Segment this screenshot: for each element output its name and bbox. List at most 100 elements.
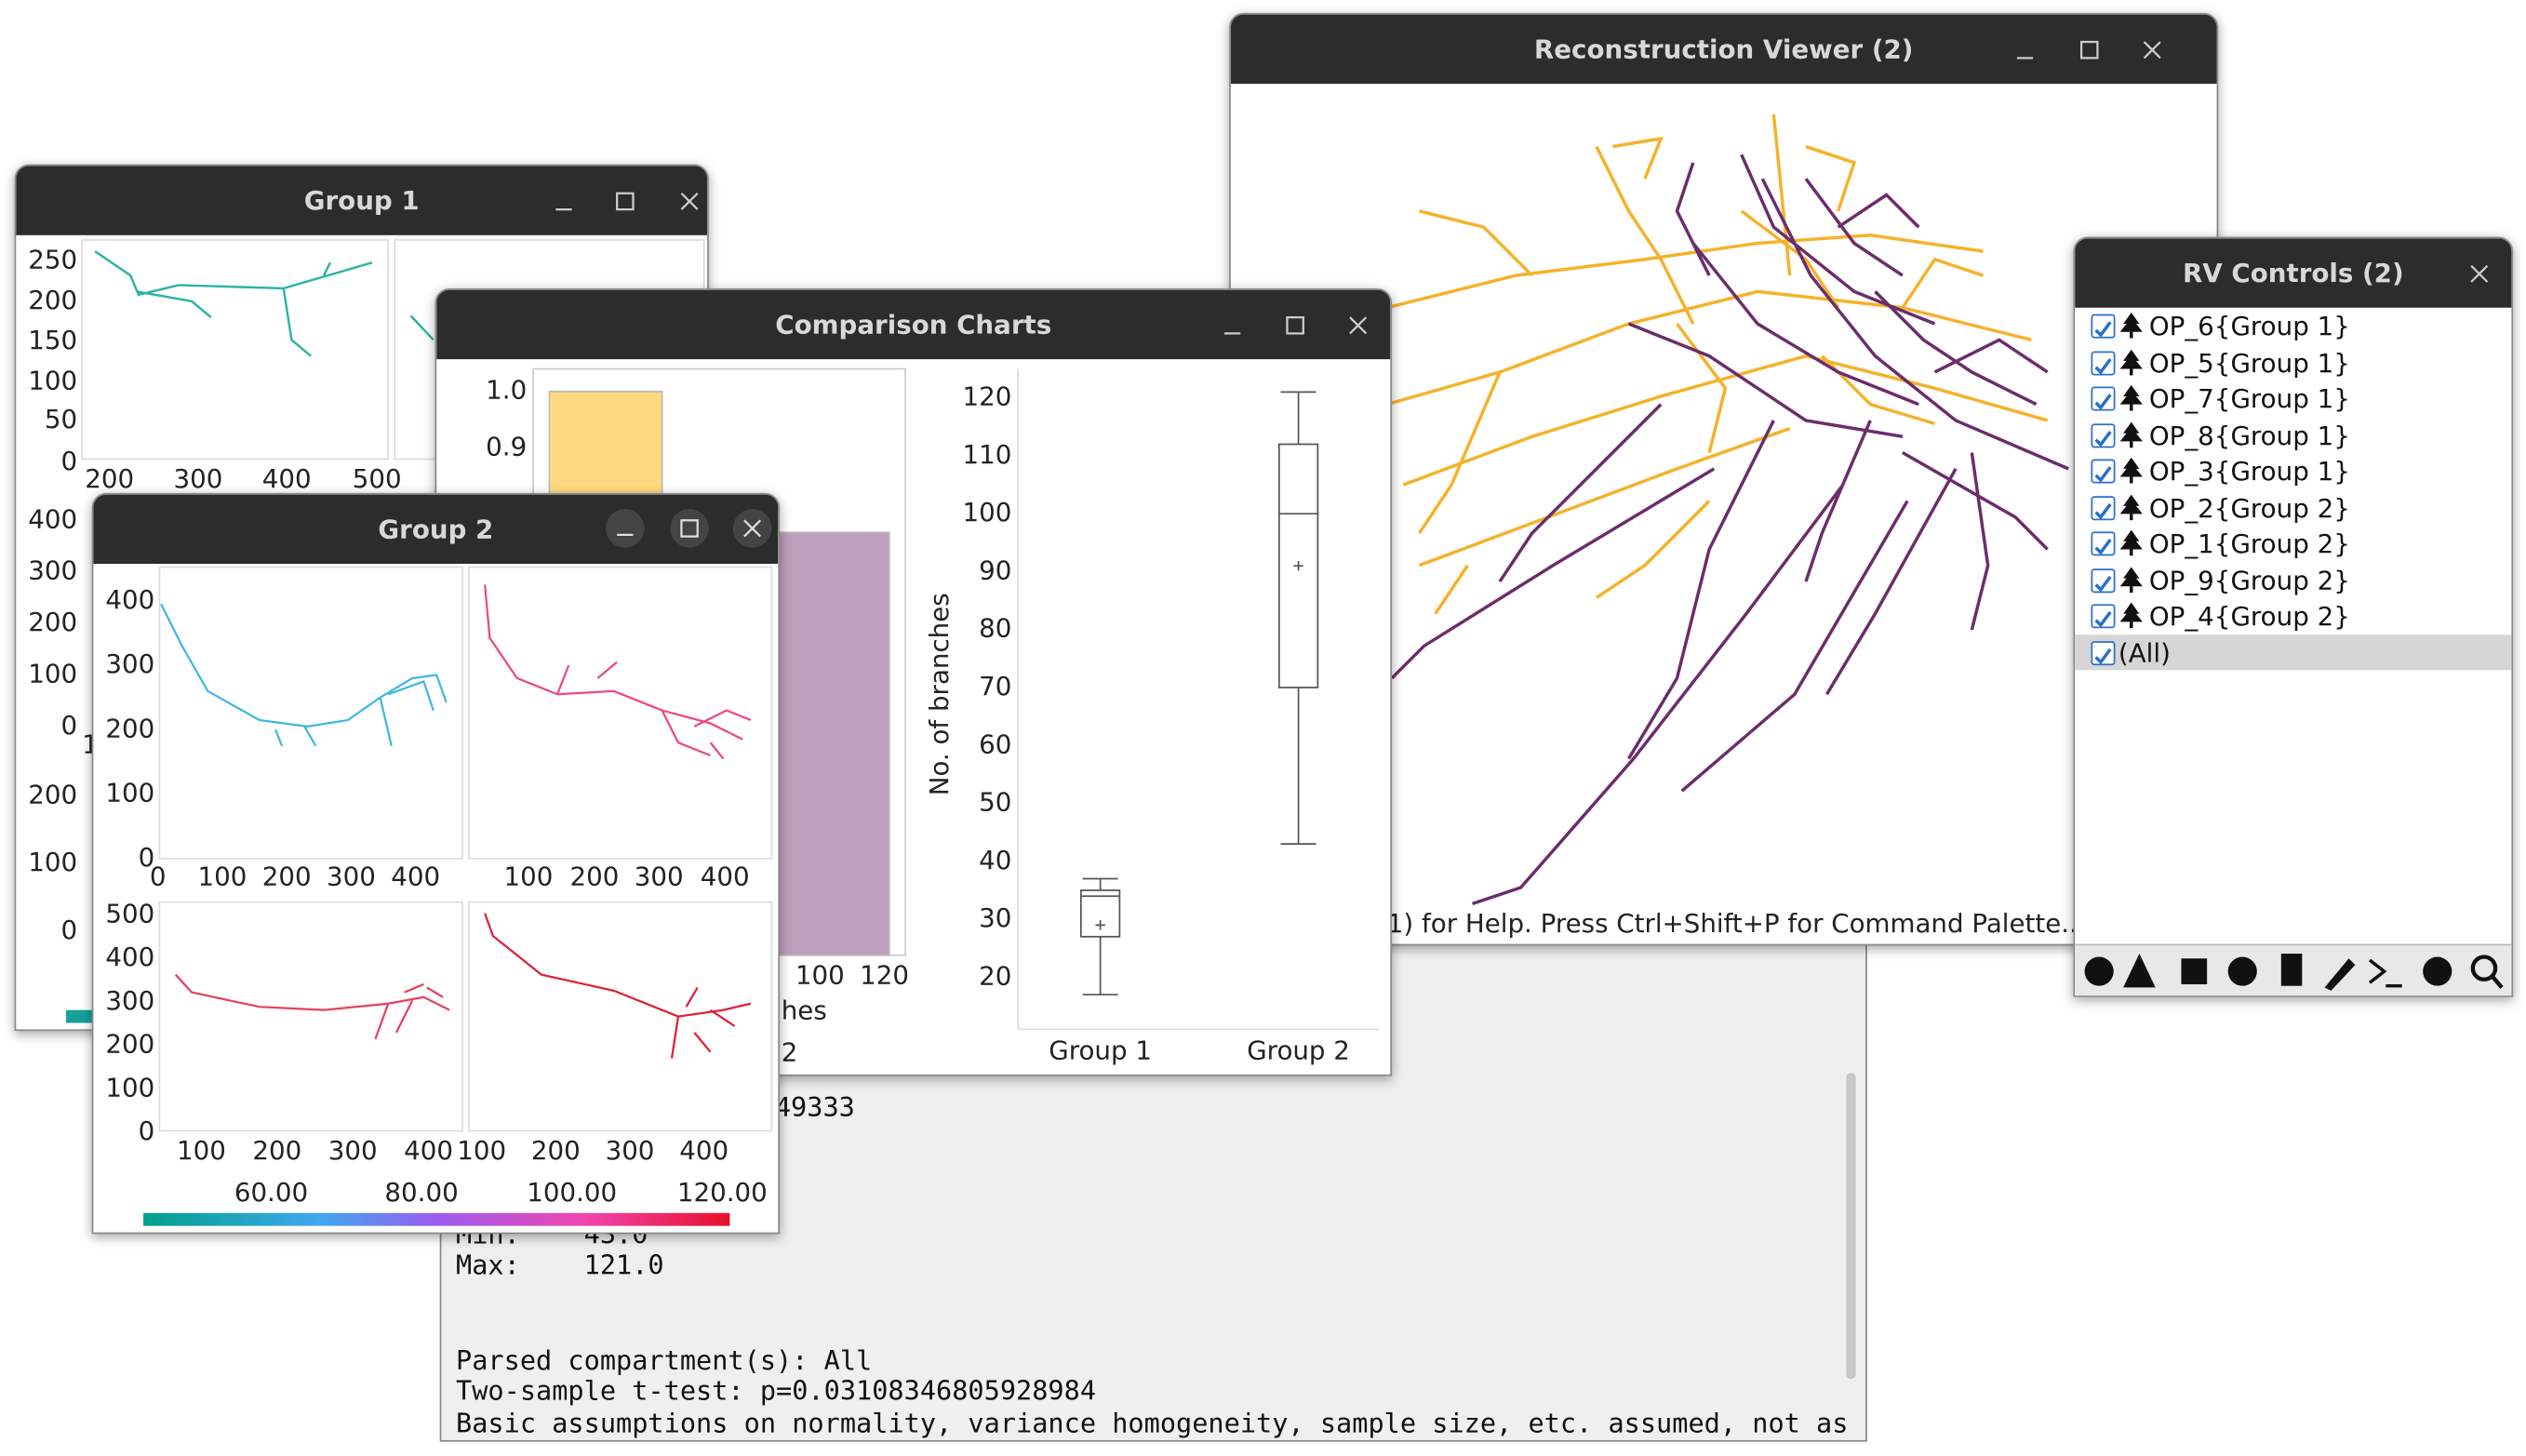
tree-icon (2119, 421, 2143, 447)
x-tick-label: 400 (262, 463, 312, 494)
checkbox[interactable] (2091, 314, 2116, 339)
item-label: (All) (2118, 636, 2171, 668)
y-tick-label: 100 (28, 847, 77, 877)
neuron-trace (484, 584, 752, 760)
y-tick-label: 0 (139, 1115, 155, 1146)
item-label: OP_8{Group 1} (2148, 420, 2350, 450)
checkbox[interactable] (2091, 386, 2116, 411)
checkbox[interactable] (2091, 531, 2116, 556)
tree-icon (2119, 312, 2143, 339)
tree-icon (2119, 529, 2143, 556)
x-tick-label: 0 (150, 862, 167, 892)
x-tick-label: 200 (262, 862, 312, 892)
x-tick-label: 300 (327, 862, 376, 892)
title-bar: RV Controls (2) (2075, 238, 2512, 308)
x-axis-label-fragment: hes (782, 995, 827, 1025)
tree-item[interactable]: OP_2{Group 2} (2075, 489, 2511, 526)
tree-item[interactable]: OP_3{Group 1} (2075, 453, 2511, 489)
y-tick-label: 150 (28, 325, 77, 355)
y-tick-label: 0 (60, 710, 77, 741)
x-tick-label: 300 (328, 1135, 378, 1166)
panel (468, 566, 773, 860)
y-tick-label: 400 (28, 503, 77, 534)
y-tick-label: 100 (28, 365, 77, 395)
tree-item[interactable]: OP_8{Group 1} (2075, 417, 2511, 453)
y-tick-label: 300 (28, 555, 77, 586)
status-text: 1) for Help. Press Ctrl+Shift+P for Comm… (1387, 908, 2086, 939)
tree-item[interactable]: OP_5{Group 1} (2075, 344, 2511, 381)
item-label: OP_7{Group 1} (2148, 383, 2350, 414)
window-controls[interactable] (1181, 290, 1390, 359)
y-tick-label: 50 (45, 404, 77, 434)
tree-icon (2119, 384, 2143, 411)
close-button[interactable] (2447, 238, 2511, 307)
toolbar-icons[interactable] (2075, 945, 2511, 996)
window-controls[interactable] (2007, 15, 2216, 84)
neuron-trace (160, 603, 448, 747)
x-tick-label: 500 (353, 463, 402, 494)
x-tick-label: 400 (404, 1135, 453, 1166)
y-tick-label: 200 (28, 285, 77, 315)
window-title: RV Controls (2) (2182, 258, 2404, 288)
mean-marker (1293, 561, 1303, 571)
window-title: Comparison Charts (775, 309, 1052, 341)
console-line: Basic assumptions on normality, variance… (456, 1408, 1849, 1439)
tree-item[interactable]: OP_6{Group 1} (2075, 308, 2511, 344)
console-line: Parsed compartment(s): All (456, 1344, 873, 1376)
colorbar-tick-label: 60.00 (234, 1177, 308, 1208)
histogram-bar (777, 531, 890, 956)
item-label: OP_4{Group 2} (2148, 600, 2350, 632)
y-tick-label: 100 (28, 658, 77, 688)
scrollbar[interactable] (1846, 1073, 1856, 1380)
colorbar-tick-label: 120.00 (677, 1177, 768, 1208)
x-tick-label: 200 (252, 1135, 301, 1166)
tree-item[interactable]: OP_4{Group 2} (2075, 597, 2511, 634)
y-tick-label: 200 (105, 713, 154, 743)
x-tick-label: 200 (531, 1135, 581, 1166)
window-title: Group 2 (378, 514, 494, 545)
tree-item[interactable]: OP_9{Group 2} (2075, 561, 2511, 597)
x-tick-label: 100 (457, 1135, 506, 1166)
title-bar: Reconstruction Viewer (2) (1230, 14, 2217, 85)
window-title: Reconstruction Viewer (2) (1533, 33, 1914, 65)
y-tick-label: 20 (979, 960, 1011, 991)
y-tick-label: 90 (979, 554, 1011, 585)
neuron-trace (94, 250, 373, 357)
colorbar (143, 1212, 730, 1226)
x-tick-label: 100 (795, 959, 845, 990)
tree-item[interactable]: OP_7{Group 1} (2075, 381, 2511, 417)
x-tick-label: 300 (635, 862, 684, 892)
x-tick-label: 100 (198, 862, 247, 892)
item-label: OP_3{Group 1} (2148, 456, 2350, 487)
tree-item[interactable]: OP_1{Group 2} (2075, 525, 2511, 561)
y-tick-label: 250 (28, 245, 77, 275)
checkbox[interactable] (2091, 459, 2116, 484)
checkbox[interactable] (2091, 350, 2116, 375)
console-line: Max: 121.0 (456, 1249, 664, 1281)
window-title: Group 1 (303, 185, 420, 217)
checkbox[interactable] (2091, 568, 2116, 593)
rv-controls-window: RV Controls (2) OP_6{Group 1} OP_5{Group … (2073, 236, 2514, 997)
checkbox[interactable] (2091, 640, 2116, 665)
y-tick-label: 0.9 (486, 431, 527, 461)
y-tick-label: 120 (963, 381, 1012, 412)
y-tick-label: 110 (963, 439, 1012, 470)
panel (158, 566, 463, 860)
console-line: 49333 (774, 1091, 855, 1123)
y-tick-label: 200 (28, 779, 77, 809)
checkbox[interactable] (2091, 604, 2116, 629)
checkbox[interactable] (2091, 495, 2116, 520)
viewer-canvas: 1) for Help. Press Ctrl+Shift+P for Comm… (1386, 114, 2086, 939)
checkbox[interactable] (2091, 422, 2116, 447)
window-controls[interactable] (585, 495, 779, 564)
y-tick-label: 0 (60, 915, 77, 945)
tree-item[interactable]: (All) (2075, 634, 2512, 671)
y-tick-label: 300 (105, 985, 154, 1016)
window-controls[interactable] (498, 166, 707, 234)
tree-icon (2119, 457, 2143, 484)
item-label: OP_1{Group 2} (2148, 528, 2350, 559)
